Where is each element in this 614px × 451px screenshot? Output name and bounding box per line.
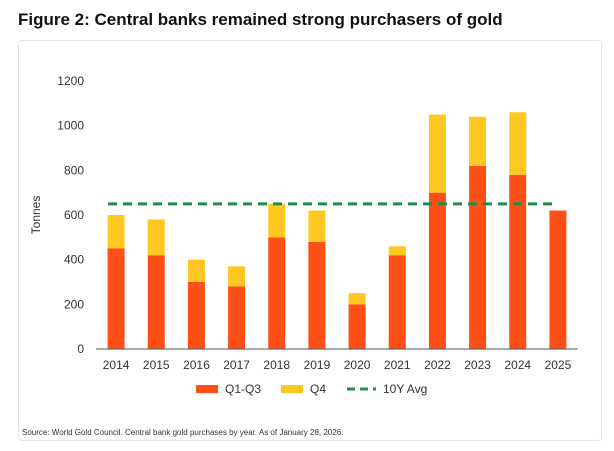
x-tick-label: 2022 bbox=[424, 358, 451, 372]
x-tick-label: 2024 bbox=[504, 358, 531, 372]
bar-q1-q3-2019 bbox=[308, 241, 326, 349]
x-tick-label: 2017 bbox=[223, 358, 250, 372]
y-tick-label: 600 bbox=[64, 208, 84, 222]
bar-q1-q3-2025 bbox=[549, 210, 567, 349]
x-tick-label: 2016 bbox=[183, 358, 210, 372]
x-tick-label: 2023 bbox=[464, 358, 491, 372]
source-note: Source: World Gold Council. Central bank… bbox=[22, 428, 344, 437]
bar-q4-2017 bbox=[228, 266, 246, 287]
x-tick-label: 2020 bbox=[344, 358, 371, 372]
y-tick-label: 1200 bbox=[57, 74, 84, 88]
bar-q4-2016 bbox=[187, 259, 205, 282]
x-tick-label: 2018 bbox=[263, 358, 290, 372]
y-tick-label: 200 bbox=[64, 297, 84, 311]
bar-q1-q3-2020 bbox=[348, 304, 366, 349]
bar-q4-2015 bbox=[147, 219, 165, 256]
y-tick-label: 1000 bbox=[57, 119, 84, 133]
bar-q1-q3-2022 bbox=[428, 192, 446, 349]
bar-q4-2014 bbox=[107, 215, 125, 249]
y-axis-title: Tonnes bbox=[29, 196, 43, 235]
x-tick-label: 2019 bbox=[304, 358, 331, 372]
x-tick-label: 2025 bbox=[545, 358, 572, 372]
x-tick-label: 2021 bbox=[384, 358, 411, 372]
bar-q1-q3-2018 bbox=[268, 237, 286, 349]
bar-q4-2024 bbox=[509, 112, 527, 175]
legend-swatch-q4 bbox=[281, 385, 303, 393]
bar-q1-q3-2016 bbox=[187, 282, 205, 349]
x-tick-label: 2014 bbox=[103, 358, 130, 372]
legend-label-q4: Q4 bbox=[310, 382, 326, 396]
bar-q1-q3-2017 bbox=[228, 286, 246, 349]
bar-q1-q3-2014 bbox=[107, 248, 125, 349]
bar-q1-q3-2024 bbox=[509, 174, 527, 349]
bar-q4-2019 bbox=[308, 210, 326, 242]
bar-q4-2018 bbox=[268, 203, 286, 238]
legend-label-q1-q3: Q1-Q3 bbox=[225, 382, 261, 396]
bar-q1-q3-2015 bbox=[147, 255, 165, 349]
bar-q1-q3-2021 bbox=[388, 255, 406, 349]
bar-q4-2023 bbox=[469, 116, 487, 166]
bar-q1-q3-2023 bbox=[469, 165, 487, 349]
bar-q4-2021 bbox=[388, 246, 406, 256]
figure-title: Figure 2: Central banks remained strong … bbox=[18, 10, 503, 29]
bar-q4-2022 bbox=[428, 114, 446, 193]
y-tick-label: 400 bbox=[64, 253, 84, 267]
legend-swatch-q1-q3 bbox=[196, 385, 218, 393]
x-tick-label: 2015 bbox=[143, 358, 170, 372]
legend-label-10y-avg: 10Y Avg bbox=[383, 382, 427, 396]
y-tick-label: 0 bbox=[77, 342, 84, 356]
bar-q4-2020 bbox=[348, 293, 366, 305]
y-tick-label: 800 bbox=[64, 163, 84, 177]
